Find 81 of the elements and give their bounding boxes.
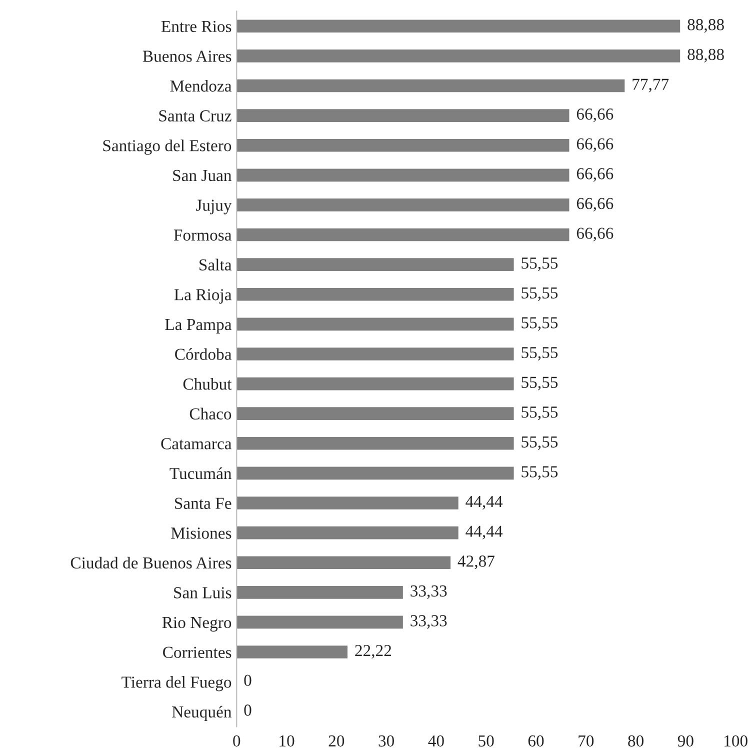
x-tick-label: 50 bbox=[478, 735, 494, 747]
y-tick-label: Santiago del Estero bbox=[103, 140, 232, 155]
x-tick-label: 30 bbox=[378, 735, 394, 747]
bar bbox=[236, 616, 403, 629]
data-label: 66,66 bbox=[576, 138, 614, 152]
x-tick-label: 40 bbox=[428, 735, 444, 747]
data-label: 77,77 bbox=[632, 78, 669, 92]
y-tick-label: La Pampa bbox=[165, 319, 232, 334]
y-tick-label: La Rioja bbox=[174, 289, 232, 304]
bar bbox=[236, 646, 348, 658]
bar bbox=[236, 436, 514, 450]
data-label: 55,55 bbox=[522, 258, 558, 272]
x-tick-label: 10 bbox=[280, 735, 294, 747]
y-tick-label: Formosa bbox=[174, 230, 232, 241]
data-label: 0 bbox=[244, 674, 252, 686]
data-label: 22,22 bbox=[355, 644, 392, 659]
y-tick-label: San Juan bbox=[173, 170, 232, 182]
bar bbox=[236, 377, 514, 390]
data-label: 66,66 bbox=[576, 108, 614, 122]
bar bbox=[236, 79, 625, 92]
y-tick-label: Ciudad de Buenos Aires bbox=[70, 556, 232, 569]
y-tick-label: Mendoza bbox=[170, 80, 232, 92]
data-label: 55,55 bbox=[522, 436, 558, 450]
data-label: 88,88 bbox=[688, 19, 724, 33]
data-label: 66,66 bbox=[576, 198, 614, 212]
data-label: 44,44 bbox=[466, 526, 503, 540]
x-tick-label: 0 bbox=[233, 735, 240, 747]
y-tick-label: Jujuy bbox=[196, 200, 232, 214]
x-tick-label: 90 bbox=[678, 735, 694, 747]
y-tick-label: Chubut bbox=[183, 378, 232, 390]
bar bbox=[236, 288, 514, 301]
bar bbox=[236, 496, 458, 510]
bar bbox=[236, 198, 570, 212]
x-tick-label: 80 bbox=[628, 735, 644, 747]
bar bbox=[236, 318, 514, 331]
y-tick-label: Chaco bbox=[190, 408, 232, 420]
data-label: 66,66 bbox=[576, 168, 614, 182]
bar bbox=[236, 168, 570, 182]
data-label: 55,55 bbox=[522, 347, 558, 361]
y-tick-label: Neuquén bbox=[172, 706, 232, 721]
bar bbox=[236, 407, 514, 420]
y-tick-label: Tucumán bbox=[170, 467, 232, 480]
x-tick-label: 20 bbox=[328, 735, 344, 747]
data-label: 55,55 bbox=[522, 406, 558, 420]
data-label: 55,55 bbox=[522, 466, 558, 480]
data-label: 55,55 bbox=[522, 376, 558, 390]
y-tick-label: Corrientes bbox=[163, 646, 232, 658]
bar bbox=[236, 50, 680, 62]
bar bbox=[236, 228, 570, 242]
bar bbox=[236, 466, 514, 480]
data-label: 44,44 bbox=[466, 496, 503, 510]
y-tick-label: Salta bbox=[200, 258, 232, 271]
data-label: 55,55 bbox=[522, 287, 558, 301]
x-tick-label: 70 bbox=[578, 735, 594, 747]
y-tick-label: Misiones bbox=[171, 528, 232, 539]
y-tick-label: Santa Cruz bbox=[159, 110, 232, 122]
bar bbox=[236, 348, 514, 360]
x-tick-label: 60 bbox=[528, 735, 544, 747]
data-label: 55,55 bbox=[522, 317, 558, 331]
bar bbox=[236, 138, 570, 152]
bar bbox=[236, 556, 451, 570]
data-label: 66,66 bbox=[576, 228, 614, 242]
y-tick-label: Córdoba bbox=[175, 348, 232, 360]
bar bbox=[236, 20, 680, 33]
y-tick-label: Entre Rios bbox=[161, 20, 232, 32]
bar bbox=[236, 258, 514, 271]
bar bbox=[236, 526, 458, 540]
y-tick-label: Buenos Aires bbox=[142, 50, 232, 62]
y-tick-label: San Luis bbox=[174, 587, 232, 598]
data-label: 88,88 bbox=[688, 48, 724, 63]
bar bbox=[236, 586, 403, 599]
y-tick-label: Rio Negro bbox=[162, 616, 232, 632]
data-label: 33,33 bbox=[410, 585, 447, 599]
y-tick-label: Tierra del Fuego bbox=[122, 676, 232, 692]
data-label: 0 bbox=[244, 704, 252, 716]
y-tick-label: Santa Fe bbox=[175, 498, 232, 509]
y-tick-label: Catamarca bbox=[161, 438, 232, 450]
data-label: 42,87 bbox=[458, 556, 494, 570]
data-label: 33,33 bbox=[410, 615, 447, 629]
x-tick-label: 100 bbox=[724, 735, 748, 747]
bar bbox=[236, 109, 570, 122]
